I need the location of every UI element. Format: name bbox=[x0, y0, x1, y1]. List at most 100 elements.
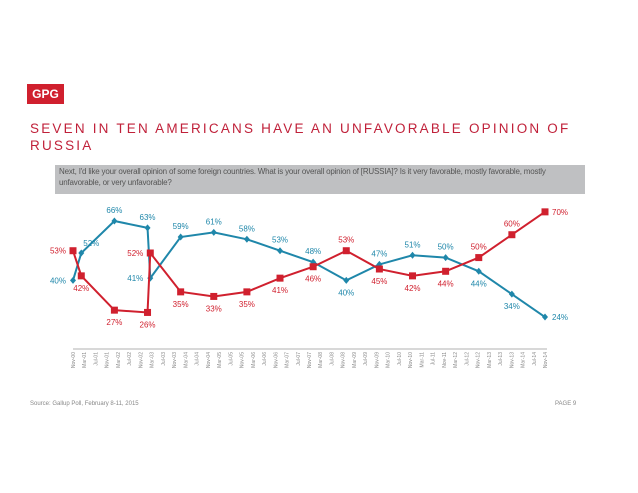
x-tick-label: Nov-06 bbox=[273, 352, 279, 368]
unfavorable-data-label: 60% bbox=[504, 220, 520, 229]
x-tick-label: Mar-14 bbox=[521, 352, 527, 368]
unfavorable-data-label: 44% bbox=[438, 279, 454, 288]
favorable-data-label: 50% bbox=[438, 243, 454, 252]
favorable-point bbox=[78, 249, 85, 257]
unfavorable-point bbox=[210, 292, 218, 300]
unfavorable-point bbox=[442, 267, 450, 275]
unfavorable-point bbox=[177, 288, 185, 296]
unfavorable-data-label: 26% bbox=[140, 320, 156, 329]
unfavorable-point bbox=[146, 249, 154, 257]
unfavorable-data-label: 70% bbox=[552, 208, 568, 217]
x-tick-label: Mar-01 bbox=[82, 352, 88, 368]
favorable-point bbox=[177, 233, 184, 241]
x-tick-label: Jul-14 bbox=[532, 352, 538, 366]
favorable-data-label: 41% bbox=[127, 274, 143, 283]
x-tick-label: Mar-11 bbox=[419, 352, 425, 368]
unfavorable-point bbox=[309, 263, 317, 271]
favorable-data-label: 48% bbox=[305, 247, 321, 256]
x-tick-label: Jul-04 bbox=[195, 352, 201, 366]
favorable-point bbox=[475, 267, 482, 275]
favorable-data-label: 61% bbox=[206, 217, 222, 226]
unfavorable-data-label: 35% bbox=[239, 300, 255, 309]
x-tick-label: Nov-02 bbox=[138, 352, 144, 368]
x-tick-label: Nov-09 bbox=[374, 352, 380, 368]
x-tick-label: Nov-07 bbox=[307, 352, 313, 368]
x-tick-label: Jul-13 bbox=[498, 352, 504, 366]
x-tick-label: Nov-01 bbox=[105, 352, 111, 368]
x-tick-label: Nov-12 bbox=[476, 352, 482, 368]
unfavorable-point bbox=[276, 274, 284, 282]
favorable-data-label: 52% bbox=[83, 239, 99, 248]
x-tick-label: Nov-13 bbox=[509, 352, 515, 368]
x-tick-label: Mar-10 bbox=[386, 352, 392, 368]
favorable-point bbox=[70, 276, 76, 284]
x-tick-label: Jul-05 bbox=[228, 352, 234, 366]
unfavorable-point bbox=[475, 254, 483, 262]
unfavorable-point bbox=[541, 208, 549, 216]
unfavorable-point bbox=[77, 272, 85, 280]
x-tick-label: Nov-10 bbox=[408, 352, 414, 368]
unfavorable-data-label: 42% bbox=[405, 284, 421, 293]
x-tick-label: Mar-12 bbox=[453, 352, 459, 368]
unfavorable-data-label: 53% bbox=[338, 236, 354, 245]
unfavorable-point bbox=[508, 231, 516, 239]
favorable-point bbox=[210, 228, 217, 236]
x-tick-label: Nov-11 bbox=[442, 352, 448, 368]
x-tick-label: Jul-08 bbox=[329, 352, 335, 366]
gpg-logo: GPG bbox=[27, 84, 64, 104]
unfavorable-point bbox=[375, 265, 383, 273]
x-tick-label: Mar-06 bbox=[251, 352, 257, 368]
unfavorable-data-label: 35% bbox=[173, 300, 189, 309]
x-tick-label: Jul-01 bbox=[93, 352, 99, 366]
unfavorable-data-label: 27% bbox=[106, 318, 122, 327]
unfavorable-data-label: 46% bbox=[305, 275, 321, 284]
x-tick-label: Jul-03 bbox=[161, 352, 167, 366]
favorable-point bbox=[277, 247, 284, 255]
favorable-data-label: 58% bbox=[239, 224, 255, 233]
x-tick-label: Mar-07 bbox=[285, 352, 291, 368]
unfavorable-point bbox=[110, 306, 118, 314]
favorable-point bbox=[243, 235, 250, 243]
x-tick-label: Mar-05 bbox=[217, 352, 223, 368]
favorable-point bbox=[542, 313, 548, 321]
favorable-point bbox=[343, 276, 350, 284]
favorable-data-label: 24% bbox=[552, 313, 568, 322]
page-number: PAGE 9 bbox=[555, 401, 577, 407]
unfavorable-data-label: 41% bbox=[272, 286, 288, 295]
x-tick-label: Jul-02 bbox=[127, 352, 133, 366]
x-tick-label: Nov-05 bbox=[240, 352, 246, 368]
unfavorable-data-label: 45% bbox=[371, 277, 387, 286]
x-tick-label: Mar-03 bbox=[150, 352, 156, 368]
x-tick-label: Mar-09 bbox=[352, 352, 358, 368]
x-tick-label: Jul-09 bbox=[363, 352, 369, 366]
favorable-point bbox=[442, 254, 449, 262]
x-tick-label: Jul-07 bbox=[296, 352, 302, 366]
unfavorable-point bbox=[243, 288, 251, 296]
x-tick-label: Nov-08 bbox=[341, 352, 347, 368]
unfavorable-data-label: 53% bbox=[50, 247, 66, 256]
unfavorable-point bbox=[409, 272, 417, 280]
favorable-point bbox=[508, 290, 515, 298]
favorable-point bbox=[409, 251, 416, 259]
x-tick-label: Mar-13 bbox=[487, 352, 493, 368]
favorable-data-label: 40% bbox=[50, 276, 66, 285]
source-note: Source: Gallup Poll, February 8-11, 2015 bbox=[30, 401, 139, 407]
favorable-data-label: 66% bbox=[106, 206, 122, 215]
x-tick-label: Mar-04 bbox=[183, 352, 189, 368]
x-tick-label: Jul-12 bbox=[464, 352, 470, 366]
x-tick-label: Mar-02 bbox=[116, 352, 122, 368]
favorable-data-label: 59% bbox=[173, 222, 189, 231]
x-tick-label: Nov-03 bbox=[172, 352, 178, 368]
favorable-data-label: 53% bbox=[272, 236, 288, 245]
x-tick-label: Jul-06 bbox=[262, 352, 268, 366]
favorable-data-label: 47% bbox=[371, 249, 387, 258]
unfavorable-data-label: 42% bbox=[73, 284, 89, 293]
favorable-data-label: 63% bbox=[140, 213, 156, 222]
unfavorable-point bbox=[342, 247, 350, 255]
unfavorable-data-label: 52% bbox=[127, 249, 143, 258]
survey-question: Next, I'd like your overall opinion of s… bbox=[55, 165, 585, 194]
unfavorable-point bbox=[144, 308, 152, 316]
favorable-point bbox=[111, 217, 118, 225]
unfavorable-point bbox=[69, 247, 77, 255]
